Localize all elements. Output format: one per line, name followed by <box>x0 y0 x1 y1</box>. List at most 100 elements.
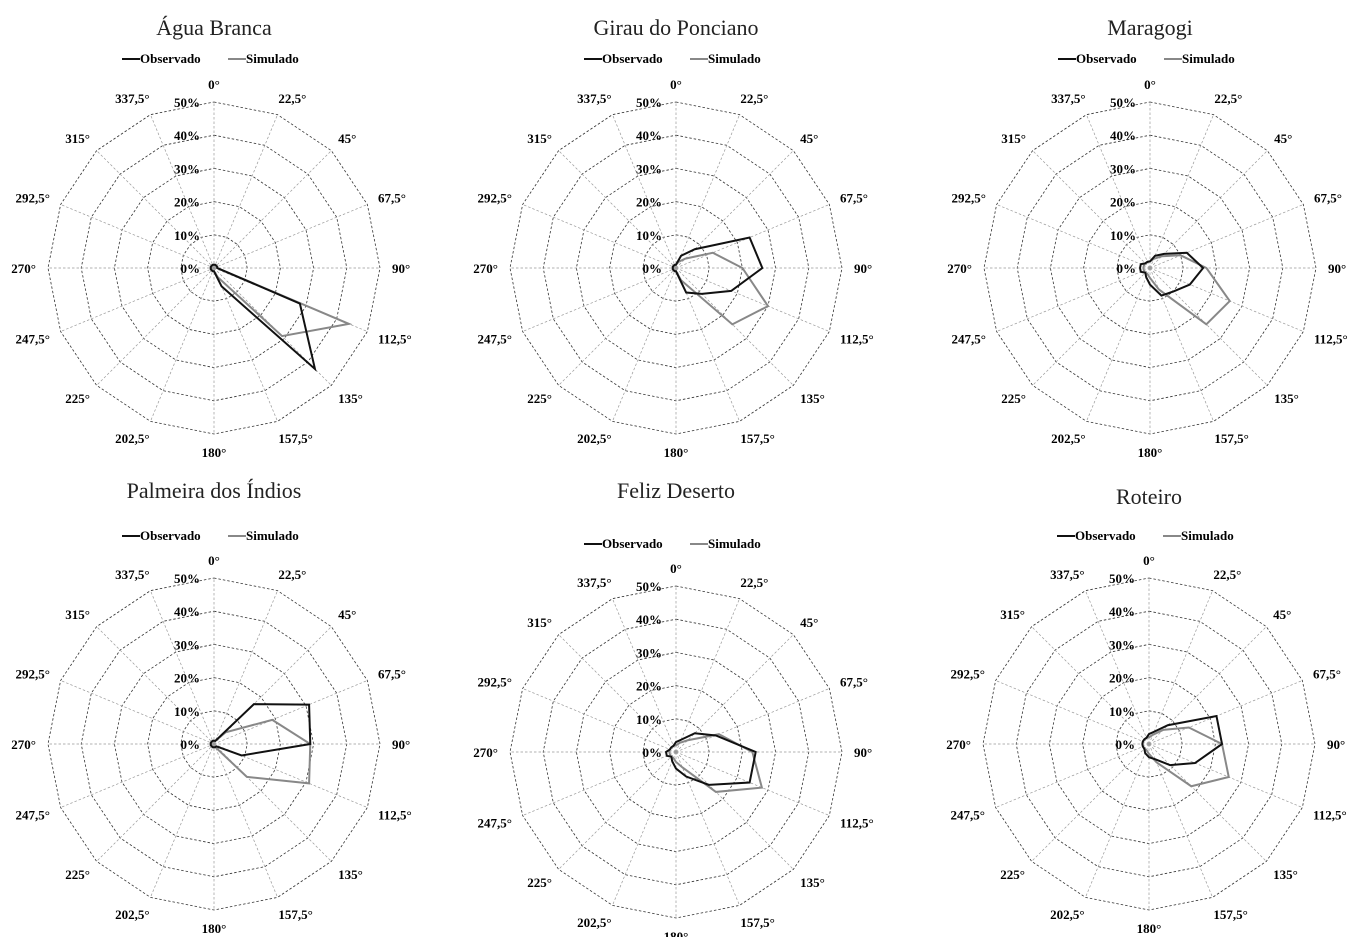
grid-spoke <box>60 204 215 269</box>
grid-spoke <box>675 114 740 269</box>
grid-spoke <box>675 204 830 269</box>
grid-spoke <box>1149 114 1214 269</box>
direction-label: 0° <box>208 553 220 568</box>
radial-tick-label: 10% <box>174 704 200 719</box>
direction-label: 247,5° <box>16 331 50 346</box>
direction-label: 270° <box>473 745 498 760</box>
legend-label-simulado: Simulado <box>246 51 299 66</box>
radar-grid <box>509 585 843 919</box>
grid-spoke <box>1148 743 1213 898</box>
radar-grid <box>47 577 381 911</box>
radar-chart-agua-branca: Água Branca Observado Simulado 0% 10% 20% 30% 4… <box>11 15 411 460</box>
radar-grid <box>47 101 381 435</box>
radial-tick-label: 0% <box>181 737 201 752</box>
grid-spoke <box>675 267 794 386</box>
grid-spoke <box>612 267 677 422</box>
direction-label: 202,5° <box>115 431 149 446</box>
direction-label: 337,5° <box>1050 567 1084 582</box>
chart-title: Água Branca <box>156 15 272 40</box>
grid-spoke <box>675 688 830 753</box>
grid-ring <box>509 585 843 919</box>
radar-chart-feliz-deserto: Feliz Deserto Observado Simulado 0% 10% 20% 30… <box>473 478 873 937</box>
direction-label: 315° <box>527 131 552 146</box>
legend-label-simulado: Simulado <box>708 536 761 551</box>
grid-ring <box>609 201 743 335</box>
legend-label-simulado: Simulado <box>1181 528 1234 543</box>
direction-label: 90° <box>1328 261 1346 276</box>
grid-spoke <box>150 590 215 745</box>
radial-tick-label: 50% <box>1109 571 1135 586</box>
radial-tick-label: 10% <box>1109 704 1135 719</box>
grid-spoke <box>995 680 1150 745</box>
radial-tick-label: 20% <box>636 195 662 210</box>
direction-label: 270° <box>11 737 36 752</box>
chart-title: Roteiro <box>1116 484 1182 509</box>
grid-ring <box>147 201 281 335</box>
direction-label: 337,5° <box>1051 91 1085 106</box>
direction-label: 157,5° <box>278 431 312 446</box>
direction-label: 157,5° <box>740 431 774 446</box>
direction-label: 45° <box>338 131 356 146</box>
direction-label: 270° <box>947 261 972 276</box>
legend-label-observado: Observado <box>140 528 201 543</box>
direction-label: 180° <box>664 929 689 937</box>
radial-tick-label: 20% <box>1110 195 1136 210</box>
grid-spoke <box>1149 267 1268 386</box>
grid-spoke <box>995 743 1150 808</box>
grid-spoke <box>522 688 677 753</box>
radar-grid <box>509 101 843 435</box>
grid-spoke <box>675 598 740 753</box>
direction-label: 292,5° <box>951 667 985 682</box>
series-line-observado <box>209 703 312 757</box>
direction-label: 112,5° <box>378 807 412 822</box>
direction-label: 112,5° <box>840 815 874 830</box>
radial-tick-label: 50% <box>636 579 662 594</box>
direction-label: 180° <box>664 445 689 460</box>
direction-label: 315° <box>527 615 552 630</box>
direction-label: 247,5° <box>951 807 985 822</box>
direction-label: 45° <box>1273 607 1291 622</box>
radar-chart-roteiro: Roteiro Observado Simulado 0% 10% 20% 30% 40% 50… <box>946 484 1346 936</box>
direction-label: 315° <box>65 131 90 146</box>
direction-label: 67,5° <box>1314 191 1342 206</box>
series-line-observado <box>209 263 317 372</box>
grid-spoke <box>96 150 215 269</box>
grid-spoke <box>1149 204 1304 269</box>
legend-label-observado: Observado <box>602 51 663 66</box>
legend-label-simulado: Simulado <box>1182 51 1235 66</box>
direction-label: 180° <box>202 445 227 460</box>
grid-spoke <box>96 626 215 745</box>
grid-spoke <box>150 114 215 269</box>
chart-legend: Observado Simulado <box>122 528 299 543</box>
direction-label: 135° <box>1274 391 1299 406</box>
direction-label: 45° <box>800 131 818 146</box>
grid-spoke <box>558 267 677 386</box>
radial-tick-label: 40% <box>174 604 200 619</box>
direction-label: 225° <box>1001 391 1026 406</box>
grid-spoke <box>996 204 1151 269</box>
radar-grid <box>983 101 1317 435</box>
grid-spoke <box>150 743 215 898</box>
direction-label: 225° <box>1000 867 1025 882</box>
direction-label: 90° <box>392 261 410 276</box>
grid-ring <box>509 101 843 435</box>
direction-label: 292,5° <box>478 191 512 206</box>
grid-ring <box>47 577 381 911</box>
direction-label: 337,5° <box>577 575 611 590</box>
radial-tick-label: 50% <box>1110 95 1136 110</box>
direction-label: 0° <box>670 561 682 576</box>
legend-label-observado: Observado <box>1076 51 1137 66</box>
direction-label: 135° <box>800 875 825 890</box>
grid-spoke <box>1148 743 1267 862</box>
direction-label: 22,5° <box>740 575 768 590</box>
direction-label: 0° <box>1144 77 1156 92</box>
grid-spoke <box>996 267 1151 332</box>
chart-legend: Observado Simulado <box>122 51 299 66</box>
direction-label: 247,5° <box>952 331 986 346</box>
direction-label: 292,5° <box>478 675 512 690</box>
grid-spoke <box>1031 743 1150 862</box>
grid-spoke <box>1032 267 1151 386</box>
grid-spoke <box>213 114 278 269</box>
radial-tick-label: 30% <box>636 161 662 176</box>
radial-tick-label: 40% <box>636 612 662 627</box>
